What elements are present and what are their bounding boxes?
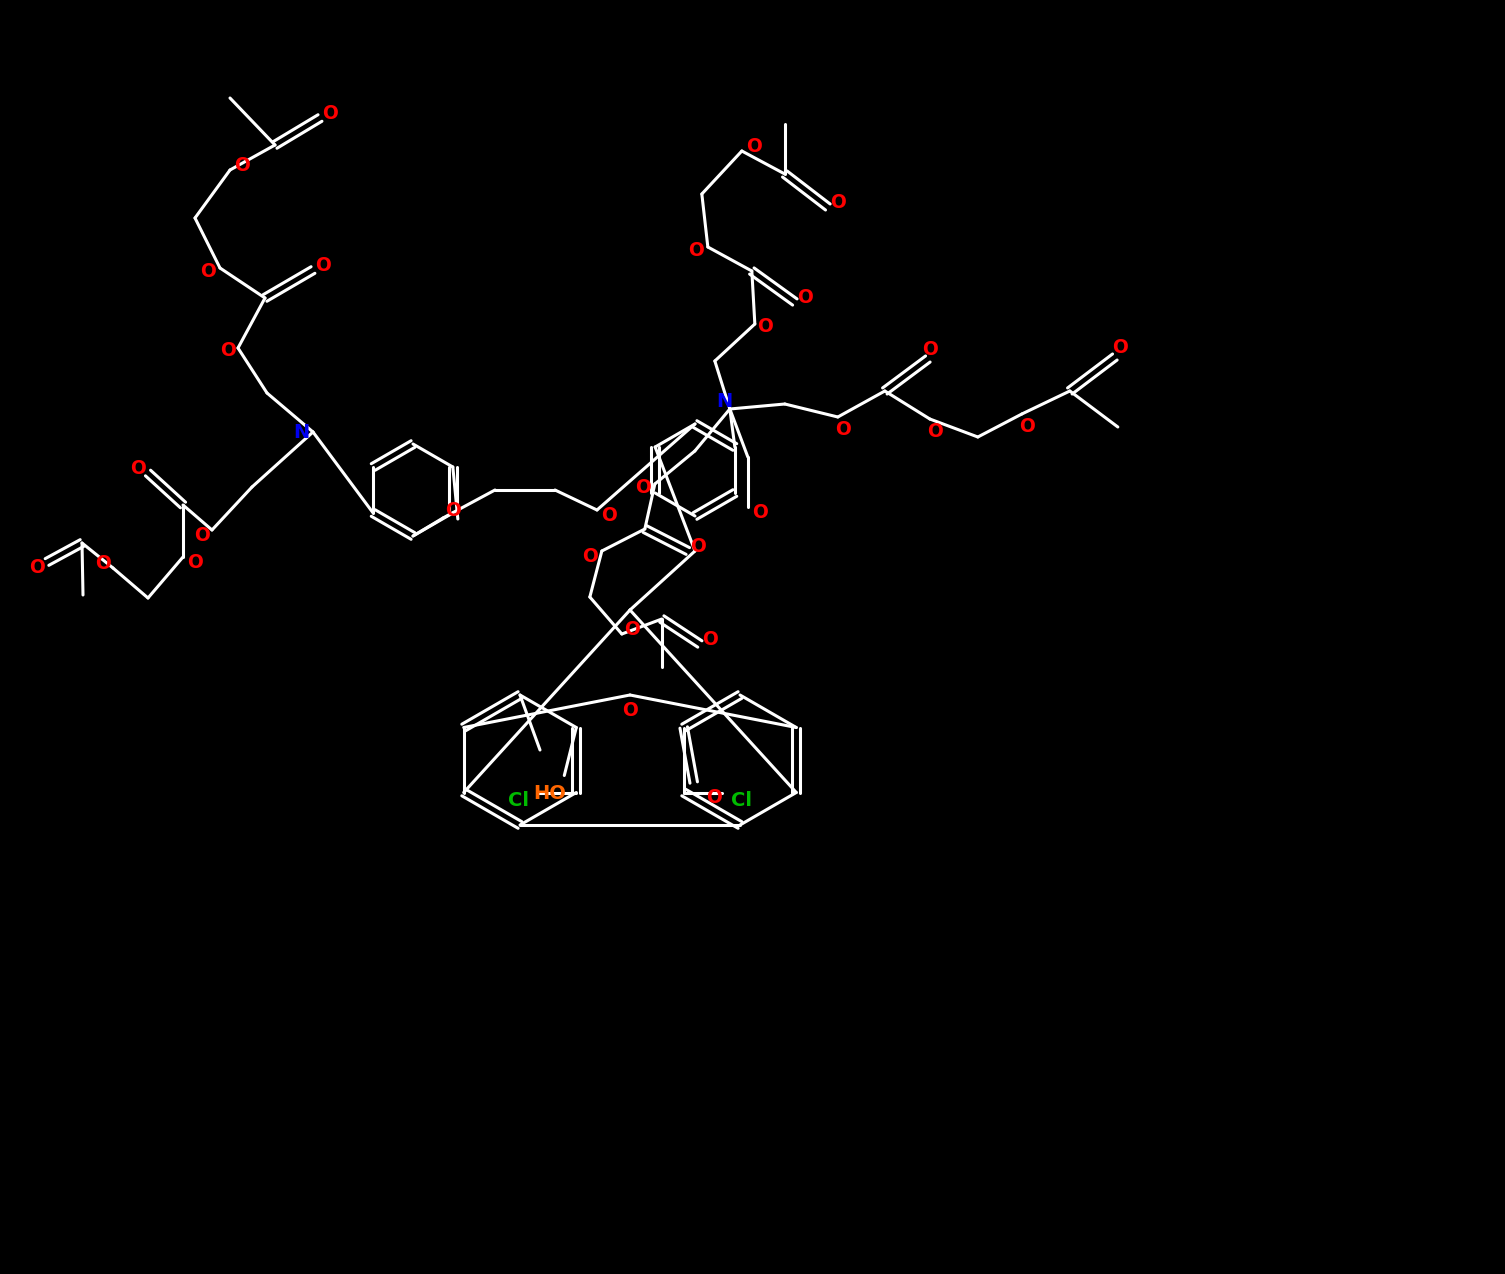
Text: O: O	[220, 340, 236, 359]
Text: O: O	[200, 261, 215, 280]
Text: O: O	[752, 502, 768, 521]
Text: O: O	[235, 155, 250, 175]
Text: O: O	[322, 103, 339, 122]
Text: O: O	[635, 478, 650, 497]
Text: O: O	[600, 506, 617, 525]
Text: O: O	[187, 553, 203, 572]
Text: N: N	[293, 423, 309, 442]
Text: O: O	[798, 288, 813, 307]
Text: O: O	[194, 525, 209, 544]
Text: O: O	[625, 619, 640, 638]
Text: O: O	[582, 547, 597, 566]
Text: O: O	[95, 553, 111, 572]
Text: O: O	[701, 629, 718, 648]
Text: HO: HO	[533, 784, 566, 803]
Text: O: O	[1019, 417, 1035, 436]
Text: O: O	[689, 536, 706, 555]
Text: O: O	[129, 459, 146, 478]
Text: O: O	[29, 558, 45, 577]
Text: O: O	[829, 192, 846, 211]
Text: N: N	[716, 391, 733, 410]
Text: O: O	[835, 419, 850, 438]
Text: O: O	[927, 422, 942, 441]
Text: O: O	[746, 136, 762, 155]
Text: Cl: Cl	[507, 791, 528, 810]
Text: Cl: Cl	[731, 791, 752, 810]
Text: O: O	[445, 501, 461, 520]
Text: O: O	[923, 339, 938, 358]
Text: O: O	[706, 789, 721, 806]
Text: O: O	[757, 316, 772, 335]
Text: O: O	[688, 241, 704, 260]
Text: O: O	[622, 701, 638, 720]
Text: O: O	[1112, 338, 1127, 357]
Text: O: O	[315, 256, 331, 274]
